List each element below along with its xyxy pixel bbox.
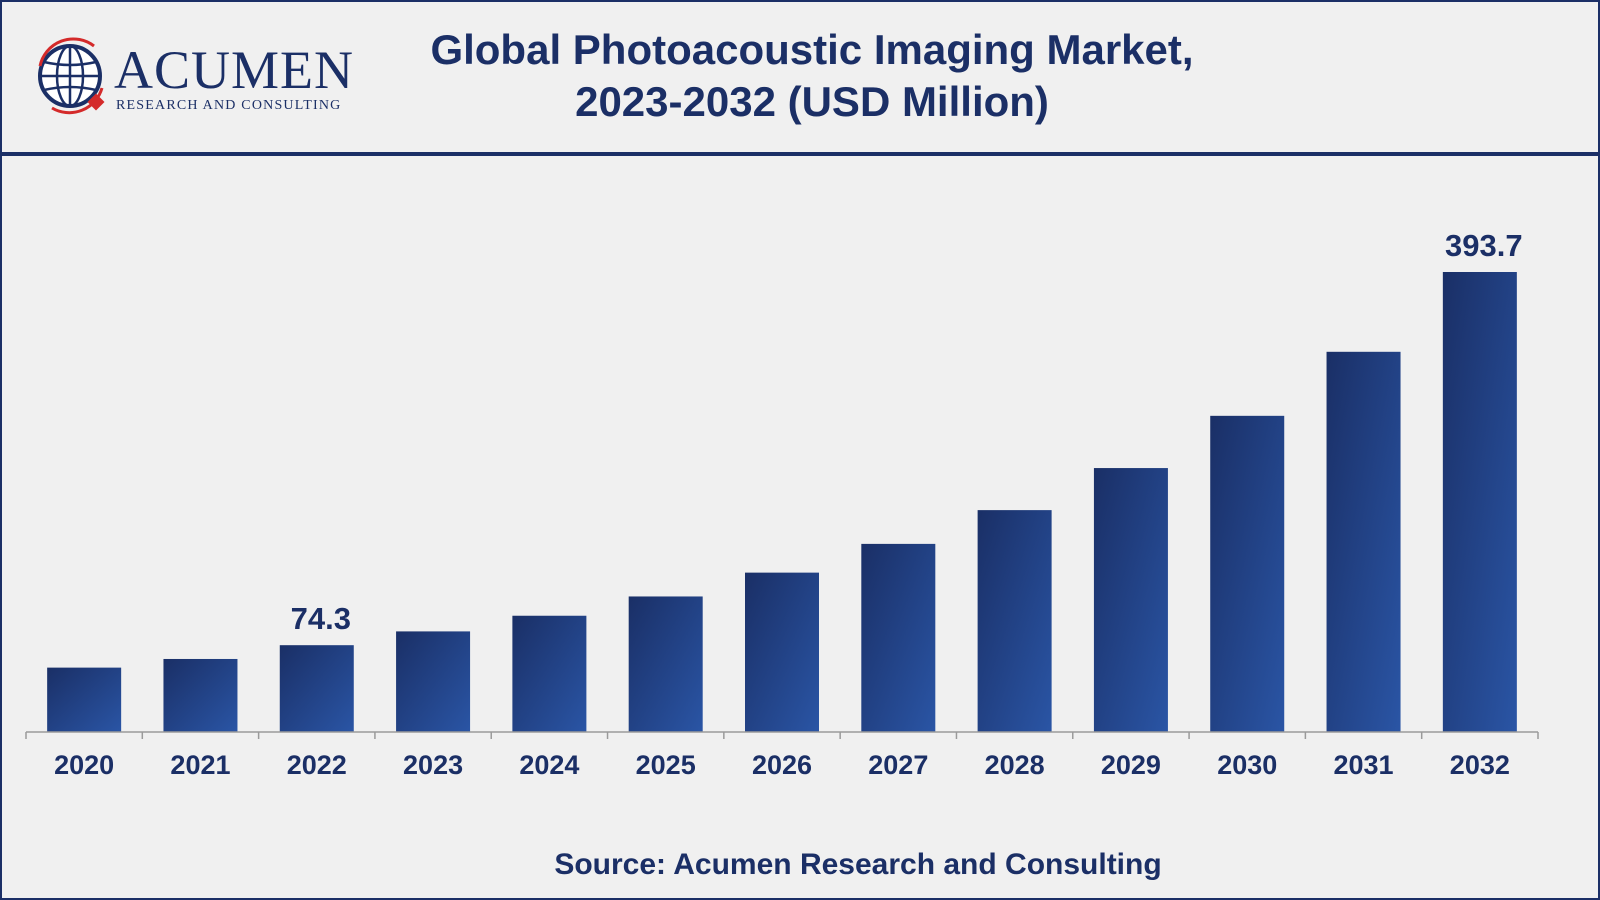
x-tick-label-2032: 2032 xyxy=(1450,750,1510,780)
bar-2026 xyxy=(745,572,819,732)
bar-2029 xyxy=(1093,468,1168,732)
bar-2028 xyxy=(977,510,1052,732)
bar-2030 xyxy=(1210,415,1285,732)
x-tick-label-2026: 2026 xyxy=(752,750,812,780)
bar-2020 xyxy=(47,667,122,732)
bar-2023 xyxy=(396,631,471,732)
chart-title-line-1: Global Photoacoustic Imaging Market, xyxy=(430,26,1194,73)
data-label-2022: 74.3 xyxy=(291,601,351,636)
x-tick-label-2024: 2024 xyxy=(519,750,579,780)
x-tick-label-2029: 2029 xyxy=(1101,750,1161,780)
x-tick-label-2030: 2030 xyxy=(1217,750,1277,780)
x-tick-label-2020: 2020 xyxy=(54,750,114,780)
bar-2027 xyxy=(861,543,936,732)
bar-2022 xyxy=(279,645,354,732)
globe-logo-icon xyxy=(38,37,105,115)
bar-2032 xyxy=(1442,272,1517,732)
bar-2024 xyxy=(512,615,587,732)
x-tick-label-2027: 2027 xyxy=(868,750,928,780)
header: ACUMEN RESEARCH AND CONSULTING Global Ph… xyxy=(2,2,1598,156)
bar-chart: 2020 2021 2022 74.3 2023 2024 2025 2026 2027 2028… xyxy=(25,228,1539,780)
chart-title: Global Photoacoustic Imaging Market, 202… xyxy=(402,24,1222,128)
x-tick-label-2023: 2023 xyxy=(403,750,463,780)
chart-title-line-2: 2023-2032 (USD Million) xyxy=(575,78,1049,125)
bar-2025 xyxy=(628,596,703,732)
data-label-2032: 393.7 xyxy=(1445,228,1523,263)
bars-layer xyxy=(47,272,1517,732)
bar-2031 xyxy=(1326,351,1401,732)
bar-2021 xyxy=(163,658,238,732)
labels-layer: 2020 2021 2022 74.3 2023 2024 2025 2026 2027 2028… xyxy=(54,228,1523,780)
source-note: Source: Acumen Research and Consulting xyxy=(554,848,1162,881)
x-tick-label-2028: 2028 xyxy=(985,750,1045,780)
x-tick-label-2022: 2022 xyxy=(287,750,347,780)
x-tick-label-2031: 2031 xyxy=(1333,750,1393,780)
logo-tagline: RESEARCH AND CONSULTING xyxy=(116,98,342,113)
x-axis xyxy=(25,731,1539,739)
x-tick-label-2021: 2021 xyxy=(170,750,230,780)
x-tick-label-2025: 2025 xyxy=(636,750,696,780)
logo-wordmark: ACUMEN xyxy=(114,40,355,100)
acumen-logo: ACUMEN RESEARCH AND CONSULTING xyxy=(32,36,362,120)
